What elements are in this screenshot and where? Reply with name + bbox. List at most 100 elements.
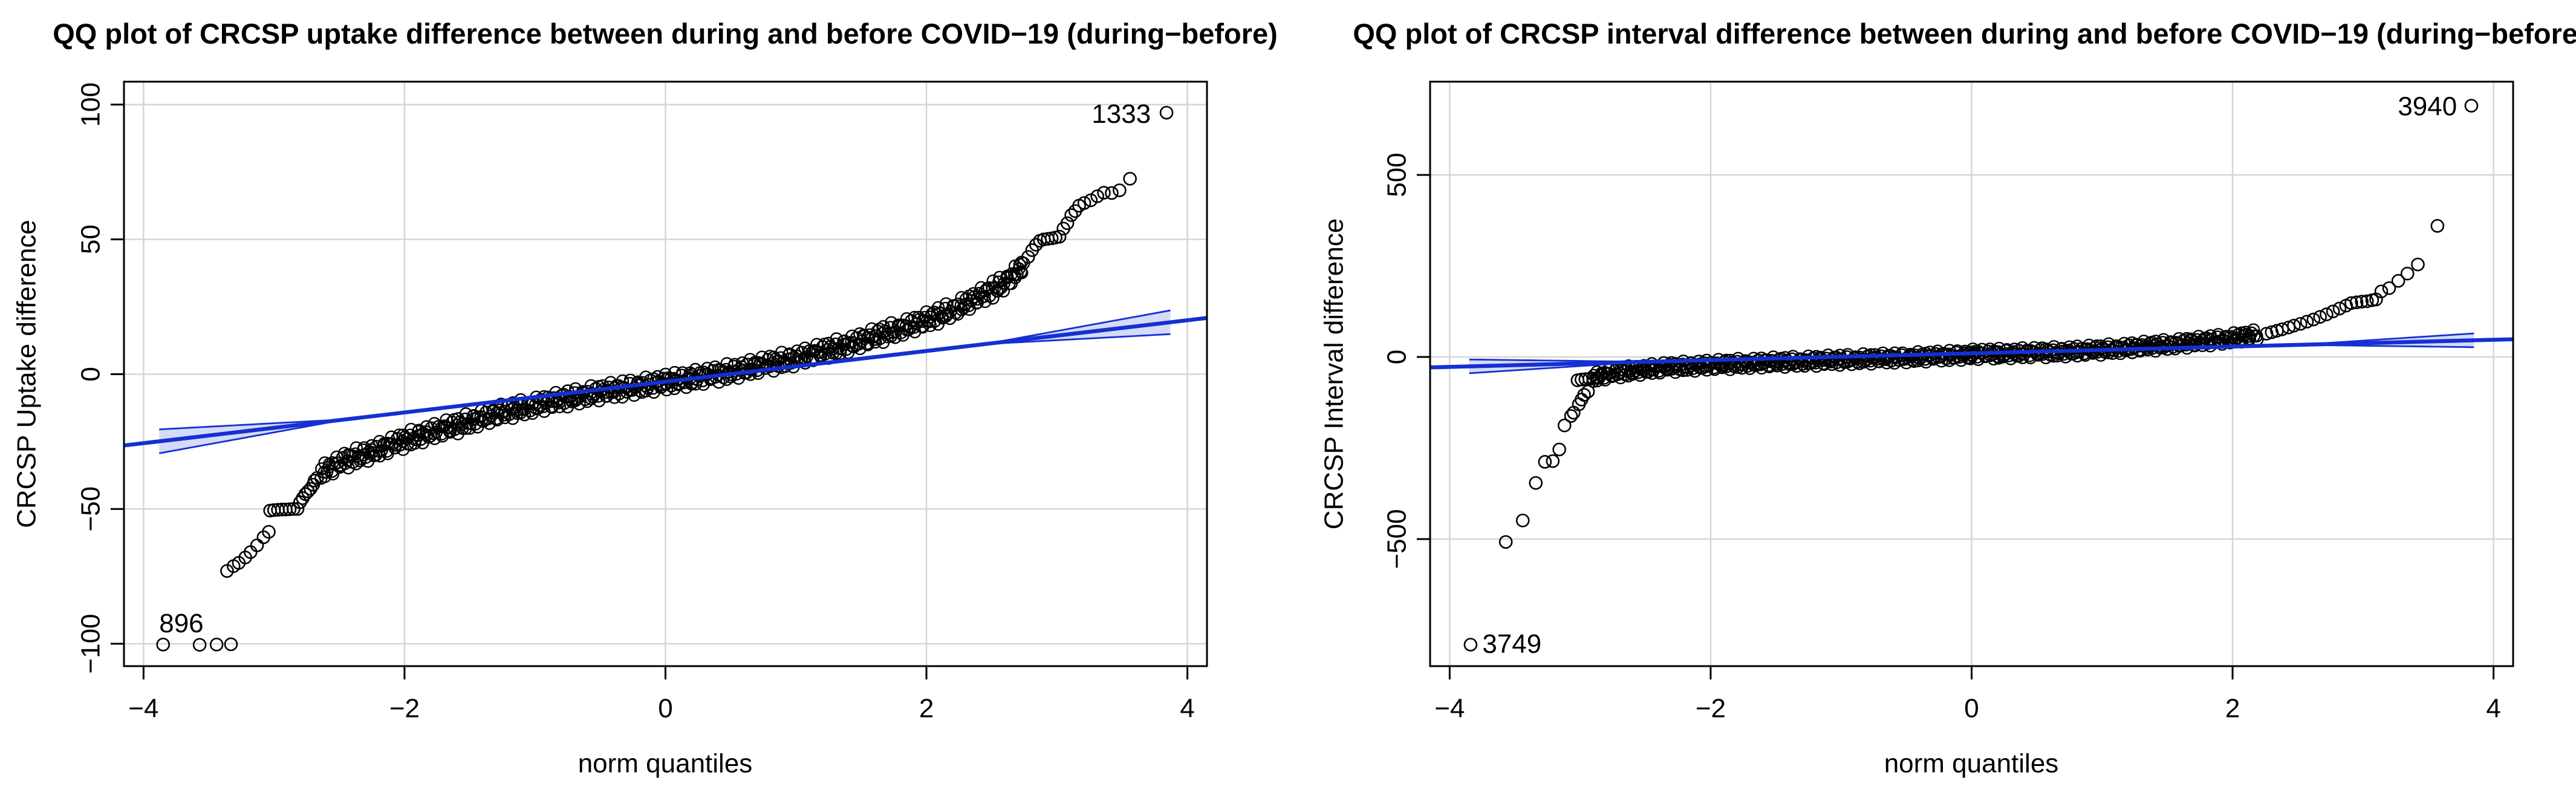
band-point	[775, 345, 789, 359]
data-point	[1582, 371, 1596, 386]
data-point	[2349, 295, 2364, 310]
data-point	[262, 525, 276, 539]
band-point	[939, 297, 953, 310]
data-point	[2430, 219, 2445, 233]
band-point	[1015, 266, 1029, 280]
data-point	[1577, 388, 1591, 402]
y-tick-label: 0	[1382, 350, 1412, 364]
data-point	[2326, 304, 2340, 319]
data-point	[2355, 295, 2369, 309]
left-x-axis-title: norm quantiles	[578, 749, 753, 779]
band-point	[1763, 355, 1776, 368]
labels: −4 −2 0 2 4 500 0 −500 3749 3940	[1382, 91, 2501, 723]
x-tick-label: −2	[1696, 694, 1726, 724]
outlier-point-label: 3749	[1482, 629, 1541, 659]
data-point	[1052, 229, 1067, 244]
data-point	[1463, 638, 1478, 652]
y-tick-label: 100	[76, 82, 106, 126]
band-point	[2216, 338, 2229, 351]
right-panel-title: QQ plot of CRCSP interval difference bet…	[1353, 18, 2576, 50]
band-point	[350, 441, 363, 454]
data-point	[1586, 371, 1601, 385]
data-point	[1021, 250, 1035, 264]
band-point	[990, 284, 1004, 298]
band-point	[326, 467, 340, 481]
data-point	[2287, 318, 2301, 333]
outlier-point-label: 896	[159, 609, 203, 638]
data-points	[156, 105, 1174, 652]
qq-reference-line	[1429, 337, 2514, 370]
data-point	[1498, 535, 1513, 549]
y-tick-label: 50	[76, 224, 106, 254]
data-point	[2344, 296, 2358, 310]
outlier-point-label: 3940	[2398, 91, 2457, 121]
axes	[1417, 80, 2514, 679]
data-point	[1097, 186, 1111, 200]
data-point	[1105, 186, 1119, 200]
reference-line-layer	[1429, 337, 2514, 370]
data-point	[2382, 281, 2396, 295]
band-point	[592, 394, 606, 408]
data-point	[1557, 418, 1572, 433]
data-point	[2300, 315, 2314, 329]
right-x-axis-title: norm quantiles	[1884, 749, 2059, 779]
band-point	[928, 306, 941, 319]
y-tick-label: 500	[1382, 152, 1412, 197]
x-tick-label: −4	[1434, 694, 1465, 724]
outlier-point-label: 1333	[1091, 99, 1151, 129]
data-point	[2360, 294, 2374, 309]
left-qq-panel: −4 −2 0 2 4 100 50 0 −50 −100 896 1333	[76, 80, 1208, 724]
y-tick-label: −50	[76, 486, 106, 532]
band-point	[428, 432, 441, 445]
band-point	[538, 405, 551, 418]
data-point	[1123, 172, 1137, 186]
data-point	[1159, 105, 1174, 120]
data-point	[156, 638, 171, 652]
data-point	[1529, 476, 1543, 490]
data-point	[282, 502, 297, 516]
data-point	[224, 637, 238, 652]
data-point	[1564, 409, 1578, 423]
data-point	[1515, 513, 1530, 528]
y-tick-label: 0	[76, 367, 106, 381]
data-point	[2320, 307, 2334, 321]
data-point	[1113, 183, 1127, 197]
band-point	[1845, 358, 1858, 371]
labels: −4 −2 0 2 4 100 50 0 −50 −100 896 1333	[76, 82, 1195, 723]
gridlines	[124, 82, 1207, 666]
data-point	[2265, 325, 2279, 339]
y-tick-label: −500	[1382, 509, 1412, 569]
right-y-axis-title: CRCSP Interval difference	[1319, 218, 1349, 529]
data-point	[310, 471, 324, 485]
data-point	[290, 502, 305, 516]
axes	[111, 80, 1208, 679]
x-tick-label: 0	[658, 694, 672, 724]
data-point	[2464, 99, 2479, 113]
data-point	[2259, 327, 2274, 341]
left-panel-title: QQ plot of CRCSP uptake difference betwe…	[53, 18, 1278, 50]
data-point	[2391, 273, 2405, 288]
data-point	[1590, 371, 1604, 385]
data-point	[1581, 384, 1595, 399]
data-point	[2313, 310, 2327, 324]
data-point	[1064, 208, 1078, 222]
data-point	[2306, 312, 2321, 327]
x-tick-label: 2	[2225, 694, 2240, 724]
reference-line-layer	[123, 316, 1208, 448]
data-point	[250, 538, 264, 552]
x-tick-label: 0	[1964, 694, 1979, 724]
data-point	[1546, 454, 1560, 468]
qq-reference-line	[123, 316, 1208, 448]
data-point	[1077, 196, 1091, 210]
right-qq-panel: −4 −2 0 2 4 500 0 −500 3749 3940	[1382, 80, 2514, 724]
band-point	[720, 357, 733, 370]
x-tick-label: −2	[389, 694, 420, 724]
x-tick-label: −4	[128, 694, 158, 724]
x-tick-label: 2	[919, 694, 934, 724]
data-point	[192, 638, 207, 652]
band-point	[2250, 329, 2263, 343]
data-point	[2293, 316, 2308, 331]
data-point	[1060, 216, 1075, 231]
